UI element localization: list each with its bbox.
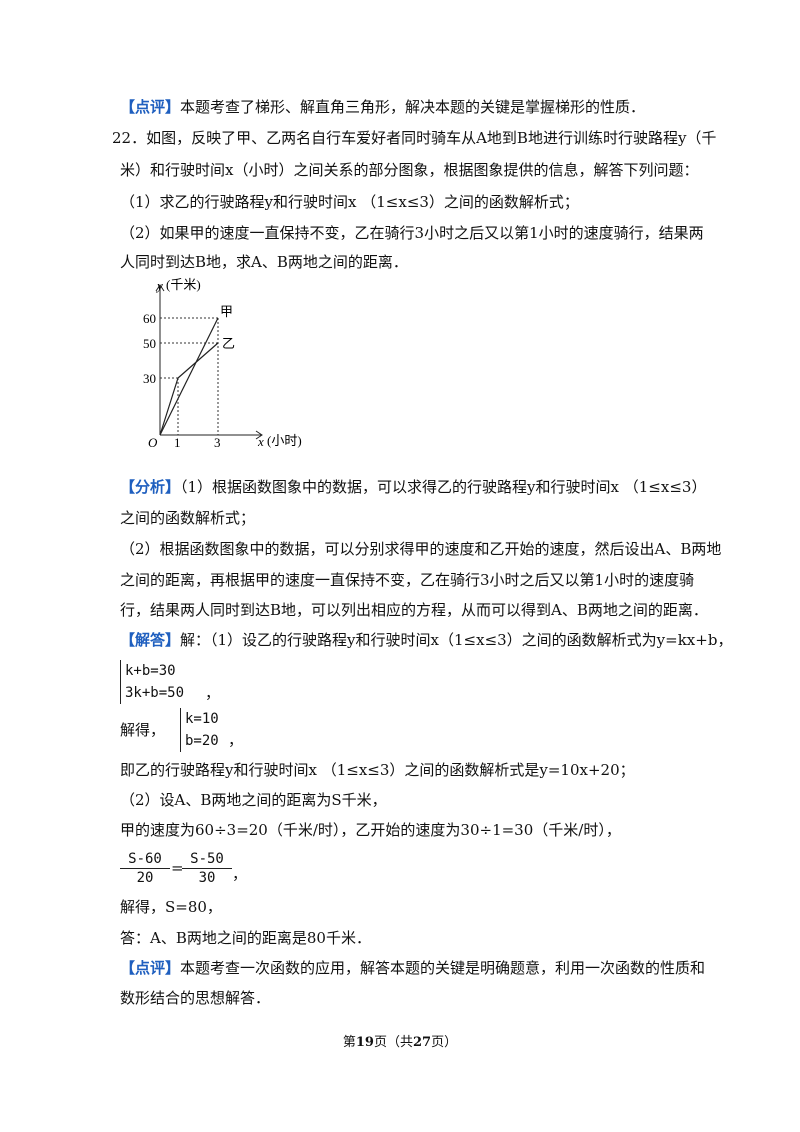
- equation: k=10: [185, 711, 219, 727]
- solution-line: （2）设A、B两地之间的距离为S千米，: [120, 791, 387, 809]
- x-tick: 1: [174, 435, 181, 450]
- solution-line: 解得，S=80，: [120, 898, 222, 916]
- text: 解：（1）设乙的行驶路程y和行驶时间x（1≤x≤3）之间的函数解析式为y=kx+…: [180, 631, 733, 649]
- fraction: S-50 30: [182, 850, 232, 887]
- denominator: 30: [198, 870, 216, 886]
- analysis-line: 【分析】（1）根据函数图象中的数据，可以求得乙的行驶路程y和行驶时间x （1≤x…: [120, 477, 706, 497]
- series-label: 乙: [222, 336, 235, 351]
- text: 页（共: [373, 1035, 413, 1050]
- guides: [160, 317, 219, 435]
- solved: 解得，: [120, 721, 166, 739]
- text: 本题考查了梯形、解直角三角形，解决本题的关键是掌握梯形的性质．: [180, 98, 646, 116]
- axes: [155, 284, 263, 440]
- analysis-line: 之间的距离，再根据甲的速度一直保持不变，乙在骑行3小时之后又以第1小时的速度骑: [120, 571, 695, 589]
- text: （1）根据函数图象中的数据，可以求得乙的行驶路程y和行驶时间x （1≤x≤3）: [180, 478, 707, 496]
- system: k+b=30 3k+b=50: [120, 660, 184, 704]
- comma: ，: [228, 731, 244, 749]
- origin: O: [148, 435, 158, 450]
- solution-line: 甲的速度为60÷3=20（千米/时），乙开始的速度为30÷1=30（千米/时），: [120, 821, 621, 839]
- system: k=10 b=20: [180, 708, 219, 752]
- tag: 【解答】: [120, 631, 181, 649]
- series-label: 甲: [220, 304, 233, 319]
- denominator: 20: [136, 870, 154, 886]
- question-line: （2）如果甲的速度一直保持不变，乙在骑行3小时之后又以第1小时的速度骑行，结果两: [120, 224, 704, 242]
- numerator: S-60: [120, 850, 170, 869]
- review-line: 【点评】本题考查一次函数的应用，解答本题的关键是明确题意，利用一次函数的性质和: [120, 958, 705, 978]
- solution-line: 【解答】解：（1）设乙的行驶路程y和行驶时间x（1≤x≤3）之间的函数解析式为y…: [120, 630, 732, 650]
- analysis-line: 之间的函数解析式；: [120, 509, 256, 527]
- x-label: x: [257, 434, 264, 449]
- y-label: y: [155, 278, 163, 293]
- equation: 3k+b=50: [125, 685, 185, 701]
- comma: ，: [205, 684, 221, 702]
- x-tick: 3: [214, 435, 221, 450]
- review: 【点评】本题考查了梯形、解直角三角形，解决本题的关键是掌握梯形的性质．: [120, 97, 645, 117]
- page-number: 19: [355, 1035, 374, 1050]
- y-tick: 60: [143, 311, 156, 326]
- text: 页）: [431, 1035, 458, 1050]
- analysis-line: （2）根据函数图象中的数据，可以分别求得甲的速度和乙开始的速度，然后设出A、B两…: [120, 540, 722, 558]
- equation: k+b=30: [125, 663, 176, 679]
- figure: y (千米) 60 50 30 O 1 3 x (小时) 甲 乙: [143, 277, 302, 450]
- graphs: [159, 317, 219, 436]
- question-line: （1）求乙的行驶路程y和行驶时间x （1≤x≤3）之间的函数解析式；: [120, 193, 579, 211]
- question-line: 米）和行驶时间x（小时）之间关系的部分图象，根据图象提供的信息，解答下列问题：: [120, 161, 699, 179]
- y-tick: 30: [143, 371, 156, 386]
- fraction: S-60 20: [120, 850, 170, 887]
- tag: 【点评】: [120, 959, 181, 977]
- equals: =: [171, 859, 184, 877]
- numerator: S-50: [182, 850, 232, 869]
- solution-line: 即乙的行驶路程y和行驶时间x （1≤x≤3）之间的函数解析式是y=10x+20；: [120, 761, 635, 779]
- text: 本题考查一次函数的应用，解答本题的关键是明确题意，利用一次函数的性质和: [180, 959, 706, 977]
- y-tick: 50: [143, 336, 156, 351]
- total-pages: 27: [413, 1035, 432, 1050]
- question-line: 22．如图，反映了甲、乙两名自行车爱好者同时骑车从A地到B地进行训练时行驶路程y…: [112, 129, 717, 147]
- y-unit: (千米): [166, 277, 201, 292]
- text: 第: [342, 1035, 356, 1050]
- tag: 【点评】: [120, 98, 181, 116]
- footer: 第19页（共27页）: [0, 1033, 800, 1053]
- review-line: 数形结合的思想解答．: [120, 989, 271, 1007]
- solution-line: 答：A、B两地之间的距离是80千米．: [120, 929, 371, 947]
- tag: 【分析】: [120, 478, 181, 496]
- equation: b=20: [185, 733, 219, 749]
- x-unit: (小时): [267, 433, 302, 448]
- analysis-line: 行，结果两人同时到达B地，可以列出相应的方程，从而可以得到A、B两地之间的距离．: [120, 601, 708, 619]
- comma: ，: [232, 865, 248, 883]
- question-line: 人同时到达B地，求A、B两地之间的距离．: [120, 253, 408, 271]
